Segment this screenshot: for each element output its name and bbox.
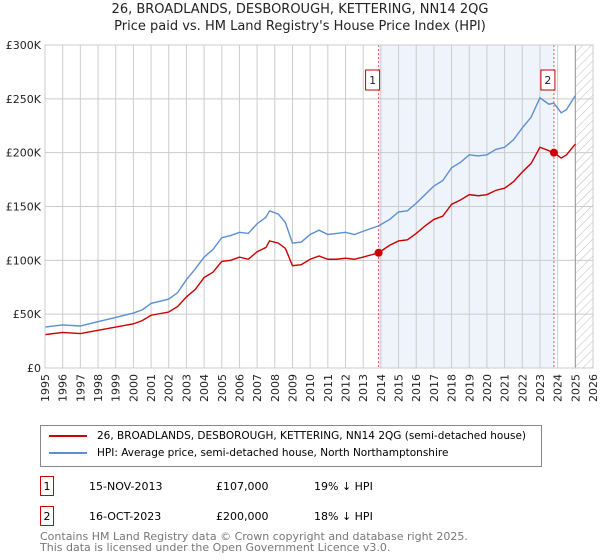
- legend-item-hpi: HPI: Average price, semi-detached house,…: [49, 447, 448, 459]
- x-tick-label: 2022: [516, 374, 529, 402]
- x-tick-label: 2009: [286, 374, 299, 402]
- x-tick-label: 2025: [569, 374, 582, 402]
- x-tick-label: 1997: [74, 374, 87, 402]
- transaction-date: 16-OCT-2023: [89, 509, 162, 523]
- x-tick-label: 2016: [410, 374, 423, 402]
- y-tick-label: £300K: [6, 39, 42, 52]
- plot-frame: [44, 44, 594, 369]
- x-tick-label: 1998: [92, 374, 105, 402]
- y-tick-label: £150K: [6, 201, 42, 214]
- x-tick-label: 1999: [110, 374, 123, 402]
- x-tick-label: 2002: [163, 374, 176, 402]
- x-tick-label: 2017: [428, 374, 441, 402]
- annotation-label: 2: [544, 74, 551, 87]
- legend-label: 26, BROADLANDS, DESBOROUGH, KETTERING, N…: [97, 430, 527, 442]
- x-tick-label: 2023: [534, 374, 547, 402]
- x-tick-label: 2014: [375, 374, 388, 402]
- chart-subtitle: Price paid vs. HM Land Registry's House …: [114, 19, 486, 34]
- price-chart: 1995 1996 1997 1998 1999 2000 2001 2002 2003 2004…: [6, 39, 600, 402]
- transaction-marker: 2: [40, 506, 54, 526]
- x-tick-label: 2018: [446, 374, 459, 402]
- x-tick-label: 2012: [340, 374, 353, 402]
- x-tick-label: 2006: [233, 374, 246, 402]
- footer-licence: This data is licensed under the Open Gov…: [40, 541, 391, 554]
- x-tick-label: 2020: [481, 374, 494, 402]
- x-tick-label: 2007: [251, 374, 264, 402]
- x-tick-label: 1996: [57, 374, 70, 402]
- legend-item-property: 26, BROADLANDS, DESBOROUGH, KETTERING, N…: [49, 430, 526, 442]
- x-tick-label: 2001: [145, 374, 158, 402]
- x-tick-label: 2026: [587, 374, 600, 402]
- transaction-hpi: 19% ↓ HPI: [314, 479, 373, 493]
- x-tick-label: 2004: [198, 374, 211, 402]
- x-tick-label: 2000: [127, 374, 140, 402]
- transaction-price: £200,000: [216, 509, 269, 523]
- x-tick-label: 1995: [39, 374, 52, 402]
- y-tick-label: £100K: [6, 254, 42, 267]
- y-tick-label: £50K: [13, 308, 42, 321]
- transaction-row: 1 15-NOV-2013 £107,000 19% ↓ HPI: [40, 476, 373, 496]
- footer-copyright: Contains HM Land Registry data © Crown c…: [40, 530, 468, 543]
- transaction-marker: 1: [40, 476, 54, 496]
- x-tick-label: 2019: [463, 374, 476, 402]
- chart-title: 26, BROADLANDS, DESBOROUGH, KETTERING, N…: [111, 2, 489, 17]
- sale-point: [549, 148, 558, 157]
- series-line: [44, 95, 576, 328]
- legend-swatch-blue: [49, 452, 87, 454]
- x-tick-label: 2024: [552, 374, 565, 402]
- x-tick-label: 2005: [216, 374, 229, 402]
- annotation-label: 1: [369, 74, 376, 87]
- legend-label: HPI: Average price, semi-detached house,…: [97, 447, 449, 459]
- x-tick-label: 2011: [322, 374, 335, 402]
- x-tick-label: 2008: [269, 374, 282, 402]
- legend-swatch-red: [49, 435, 87, 437]
- transaction-price: £107,000: [216, 479, 269, 493]
- legend: 26, BROADLANDS, DESBOROUGH, KETTERING, N…: [40, 425, 542, 467]
- transaction-row: 2 16-OCT-2023 £200,000 18% ↓ HPI: [40, 506, 373, 526]
- sale-point: [374, 248, 383, 257]
- x-tick-label: 2013: [357, 374, 370, 402]
- footer: Contains HM Land Registry data © Crown c…: [40, 531, 468, 553]
- y-tick-label: £250K: [6, 93, 42, 106]
- x-tick-label: 2021: [499, 374, 512, 402]
- annotation-box: [365, 69, 381, 91]
- y-tick-label: £0: [27, 362, 41, 375]
- x-tick-label: 2015: [393, 374, 406, 402]
- x-tick-label: 2010: [304, 374, 317, 402]
- transaction-hpi: 18% ↓ HPI: [314, 509, 373, 523]
- annotation-box: [540, 69, 556, 91]
- y-tick-label: £200K: [6, 147, 42, 160]
- transaction-date: 15-NOV-2013: [89, 479, 163, 493]
- x-tick-label: 2003: [180, 374, 193, 402]
- series-line: [44, 143, 576, 336]
